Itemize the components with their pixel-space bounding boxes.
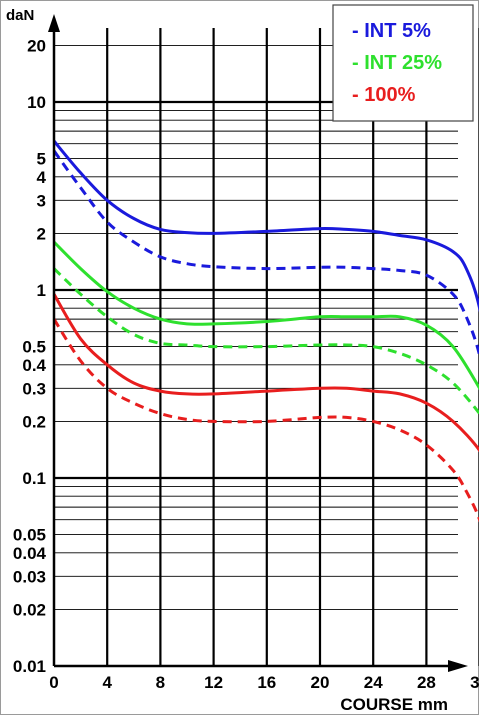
y-axis-label: daN	[6, 7, 34, 24]
series-line-dashed-3	[52, 267, 479, 416]
x-tick-label: 24	[364, 673, 383, 692]
y-tick-label: 10	[27, 93, 46, 112]
x-tick-label: 4	[102, 673, 112, 692]
y-axis-arrow	[48, 14, 60, 32]
x-tick-label: 8	[156, 673, 165, 692]
legend-entry: - 100%	[352, 84, 416, 106]
y-tick-label: 0.2	[22, 412, 46, 431]
y-tick-label: 3	[37, 191, 46, 210]
legend-entry: - INT 5%	[352, 20, 431, 42]
x-tick-label: 16	[257, 673, 276, 692]
y-tick-label: 0.5	[22, 338, 46, 357]
x-tick-label: 0	[49, 673, 58, 692]
x-tick-label: 12	[204, 673, 223, 692]
y-tick-label: 0.05	[13, 526, 46, 545]
x-tick-label: 28	[417, 673, 436, 692]
series-line-dashed-5	[52, 318, 479, 523]
y-tick-label: 0.04	[13, 544, 47, 563]
y-tick-label: 0.02	[13, 600, 46, 619]
legend-entry: - INT 25%	[352, 52, 442, 74]
series-line-solid-0	[52, 140, 479, 313]
series-line-solid-4	[52, 293, 479, 453]
y-tick-label: 0.01	[13, 657, 46, 676]
series-line-solid-2	[52, 240, 479, 391]
x-tick-label: 20	[311, 673, 330, 692]
y-tick-label: 20	[27, 36, 46, 55]
y-tick-label: 0.3	[22, 379, 46, 398]
legend-box	[332, 4, 474, 122]
y-tick-label: 5	[37, 150, 46, 169]
y-tick-label: 2	[37, 224, 46, 243]
x-axis-label: COURSE mm	[340, 695, 448, 714]
y-tick-label: 4	[37, 168, 47, 187]
series-line-dashed-1	[52, 149, 479, 360]
y-tick-label: 0.4	[22, 356, 46, 375]
x-axis-arrow	[448, 660, 468, 672]
y-tick-label: 0.03	[13, 567, 46, 586]
x-tick-label: 32	[470, 673, 479, 692]
y-tick-label: 0.1	[22, 469, 46, 488]
y-tick-label: 1	[37, 281, 46, 300]
